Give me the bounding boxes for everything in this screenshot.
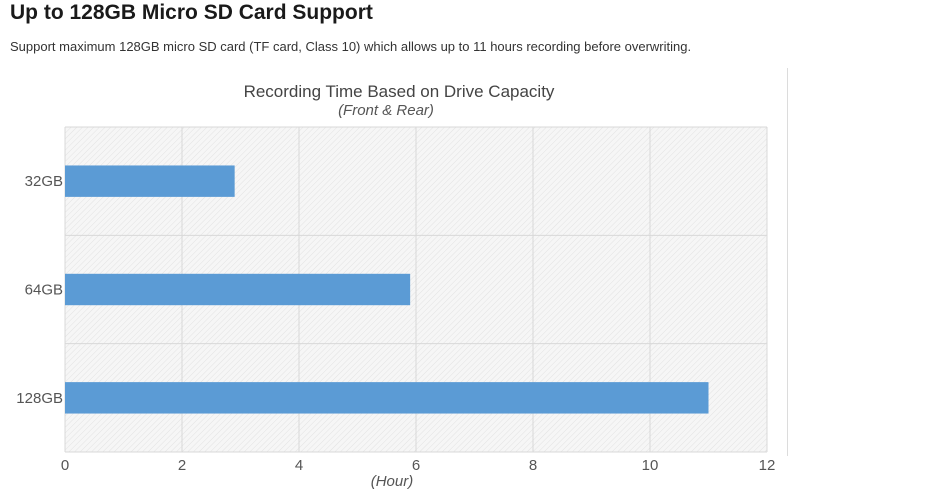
category-label: 64GB — [25, 282, 63, 299]
x-tick-label: 0 — [61, 457, 69, 474]
category-label: 32GB — [25, 173, 63, 190]
x-tick-label: 12 — [759, 457, 776, 474]
x-tick-label: 10 — [642, 457, 659, 474]
page-title: Up to 128GB Micro SD Card Support — [10, 1, 373, 24]
x-tick-labels: 0 2 4 6 8 10 12 — [61, 457, 776, 474]
x-tick-label: 6 — [412, 457, 420, 474]
x-axis-label: (Hour) — [371, 473, 414, 490]
category-label: 128GB — [16, 390, 63, 407]
page-description: Support maximum 128GB micro SD card (TF … — [10, 39, 692, 54]
divider — [787, 68, 788, 456]
x-tick-label: 4 — [295, 457, 303, 474]
bar-32gb — [65, 165, 235, 197]
bar-64gb — [65, 273, 411, 306]
x-tick-label: 2 — [178, 457, 186, 474]
bars — [65, 165, 709, 414]
bar-128gb — [65, 382, 709, 414]
category-labels: 32GB 64GB 128GB — [16, 173, 63, 407]
x-tick-label: 8 — [529, 457, 537, 474]
chart-subtitle: (Front & Rear) — [338, 102, 434, 119]
chart-title: Recording Time Based on Drive Capacity — [244, 82, 555, 101]
